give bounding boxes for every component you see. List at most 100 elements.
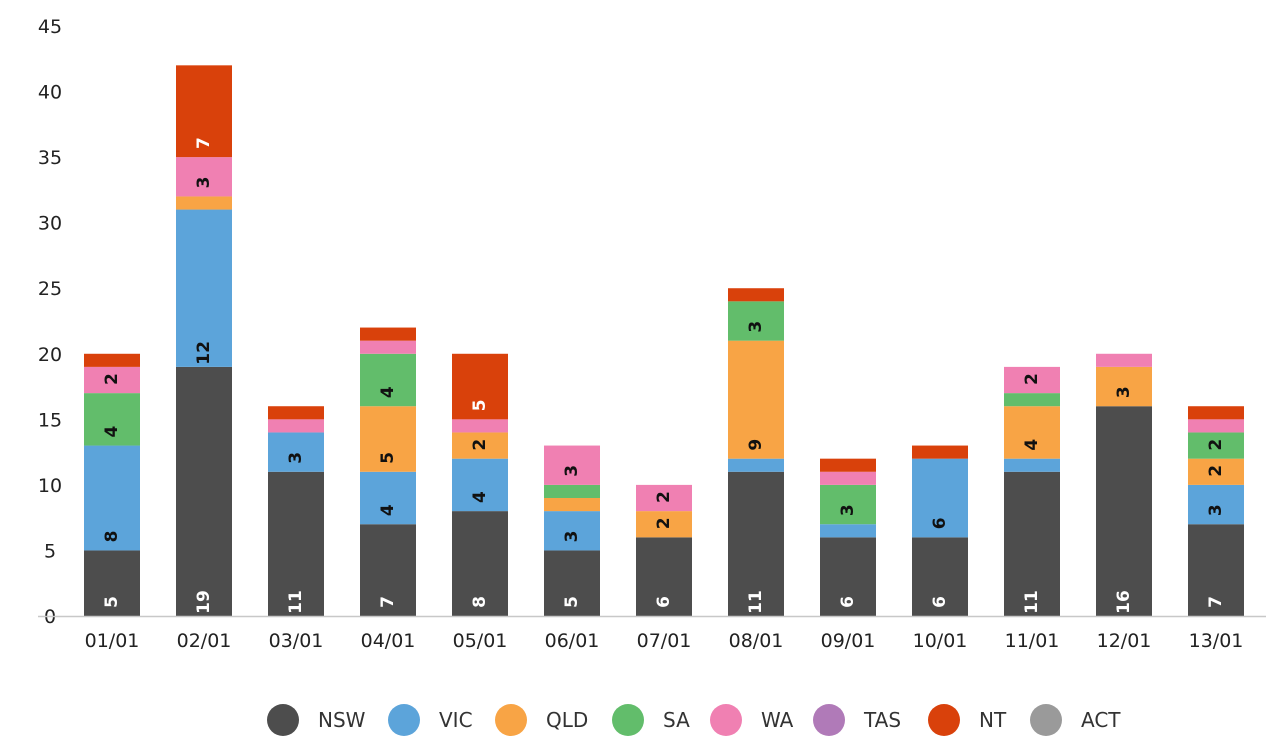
bar-data-label: 5 <box>470 399 490 411</box>
x-tick-label: 06/01 <box>545 630 600 652</box>
bar-data-label: 4 <box>378 386 398 398</box>
y-tick-label: 15 <box>38 409 62 431</box>
bar-segment-qld <box>728 340 784 459</box>
bar-segment-nsw <box>1004 471 1060 616</box>
bar-data-label: 3 <box>1114 386 1134 398</box>
bar-data-label: 5 <box>102 596 122 608</box>
bar-data-label: 3 <box>838 504 858 516</box>
bar-segment-vic <box>268 432 324 472</box>
bar-data-label: 7 <box>378 596 398 608</box>
bar-segment-nsw <box>636 537 692 616</box>
bar-data-label: 2 <box>1022 373 1042 385</box>
bar-data-label: 8 <box>470 596 490 608</box>
bar-segment-nsw <box>452 511 508 616</box>
bar-segment-nt <box>268 406 324 420</box>
bar-segment-sa <box>84 393 140 446</box>
bar-segment-sa <box>728 301 784 341</box>
legend-swatch-qld <box>495 704 527 736</box>
bar-segment-vic <box>544 511 600 551</box>
x-tick-label: 03/01 <box>269 630 324 652</box>
bar-segment-vic <box>84 445 140 551</box>
bar-segment-qld <box>452 432 508 459</box>
x-tick-label: 02/01 <box>177 630 232 652</box>
bar-segment-nsw <box>176 366 232 616</box>
bar-data-label: 3 <box>1206 504 1226 516</box>
bar-data-label: 3 <box>746 321 766 333</box>
bar-segment-nsw <box>728 471 784 616</box>
bar-data-label: 6 <box>654 596 674 608</box>
bar-segment-nt <box>176 65 232 158</box>
legend-label-qld: QLD <box>546 708 588 732</box>
bar-segment-vic <box>1004 458 1060 472</box>
bar-data-label: 3 <box>286 452 306 464</box>
bar-segment-wa <box>544 445 600 485</box>
bar-data-label: 11 <box>286 590 306 614</box>
legend-label-tas: TAS <box>863 708 901 732</box>
legend-label-vic: VIC <box>439 708 473 732</box>
bar-segment-nt <box>84 353 140 367</box>
legend-swatch-act <box>1030 704 1062 736</box>
bar-data-label: 9 <box>746 439 766 451</box>
bar-segment-sa <box>360 353 416 407</box>
bar-data-label: 16 <box>1114 590 1134 614</box>
bar-segment-qld <box>176 196 232 210</box>
bar-segment-nsw <box>360 524 416 616</box>
bar-segment-wa <box>1096 353 1152 367</box>
x-tick-label: 10/01 <box>913 630 968 652</box>
x-tick-label: 07/01 <box>637 630 692 652</box>
bar-data-label: 5 <box>378 452 398 464</box>
bar-data-label: 2 <box>654 491 674 503</box>
bar-segment-nsw <box>820 537 876 616</box>
legend-swatch-tas <box>813 704 845 736</box>
bar-data-label: 5 <box>562 596 582 608</box>
bar-data-label: 2 <box>1206 439 1226 451</box>
x-tick-label: 12/01 <box>1097 630 1152 652</box>
bar-segment-nt <box>1188 406 1244 420</box>
legend-label-nt: NT <box>979 708 1007 732</box>
bar-data-label: 3 <box>562 465 582 477</box>
bar-segment-sa <box>544 484 600 498</box>
legend-label-sa: SA <box>663 708 690 732</box>
bar-segment-sa <box>820 484 876 525</box>
bar-data-label: 2 <box>1206 465 1226 477</box>
bar-segment-nsw <box>544 550 600 616</box>
y-tick-label: 20 <box>38 344 62 366</box>
legend-swatch-nsw <box>267 704 299 736</box>
bar-segment-vic <box>1188 484 1244 525</box>
bar-segment-nsw <box>268 471 324 616</box>
bar-data-label: 7 <box>194 137 214 149</box>
legend-label-nsw: NSW <box>318 708 366 732</box>
bar-data-label: 2 <box>102 373 122 385</box>
bar-data-label: 19 <box>194 590 214 614</box>
legend-swatch-vic <box>388 704 420 736</box>
y-tick-label: 45 <box>38 16 62 38</box>
bar-segment-qld <box>1004 406 1060 459</box>
bar-data-label: 2 <box>654 517 674 529</box>
bar-data-label: 6 <box>930 596 950 608</box>
bar-segment-vic <box>360 471 416 525</box>
bar-segment-wa <box>636 484 692 512</box>
bar-segment-qld <box>544 498 600 512</box>
x-tick-label: 01/01 <box>85 630 140 652</box>
bar-data-label: 4 <box>102 425 122 437</box>
legend-label-wa: WA <box>761 708 794 732</box>
bar-segment-qld <box>636 511 692 538</box>
bar-segment-wa <box>452 419 508 433</box>
bar-data-label: 3 <box>194 177 214 189</box>
legend-swatch-wa <box>710 704 742 736</box>
y-tick-label: 25 <box>38 278 62 300</box>
bar-data-label: 6 <box>930 517 950 529</box>
legend-label-act: ACT <box>1081 708 1121 732</box>
bar-segment-vic <box>820 524 876 538</box>
x-tick-label: 05/01 <box>453 630 508 652</box>
bar-segment-wa <box>1004 366 1060 394</box>
bar-data-label: 7 <box>1206 596 1226 608</box>
x-tick-label: 11/01 <box>1005 630 1060 652</box>
bar-data-label: 8 <box>102 531 122 543</box>
bar-segment-wa <box>176 157 232 197</box>
bar-data-label: 6 <box>838 596 858 608</box>
legend: NSW VIC QLD SA WA TAS NT ACT <box>267 704 1121 736</box>
bar-segment-wa <box>360 340 416 354</box>
